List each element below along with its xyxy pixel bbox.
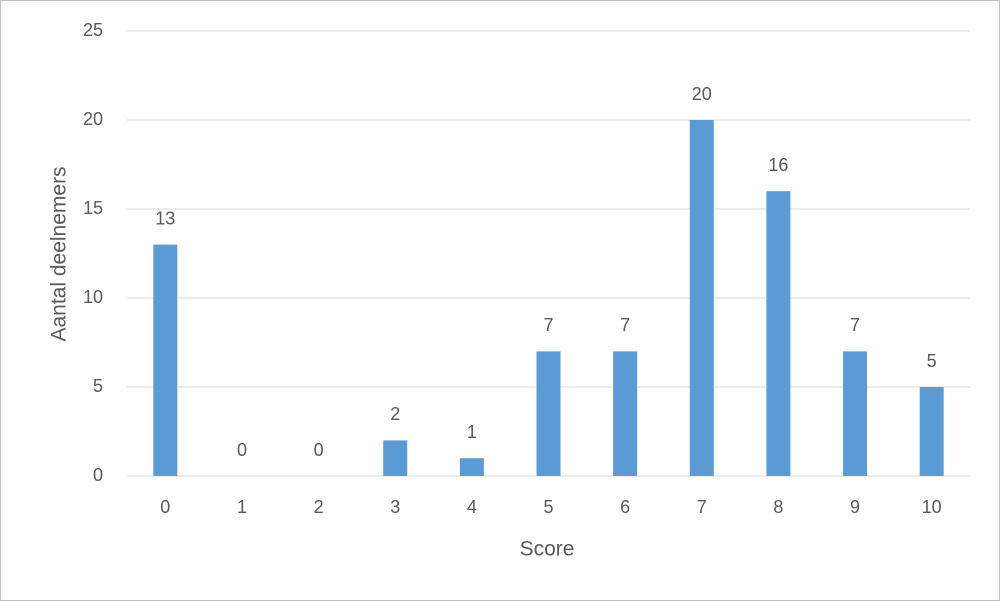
data-label: 7 bbox=[850, 315, 860, 335]
bar bbox=[843, 351, 868, 476]
bar bbox=[459, 458, 484, 476]
y-axis-label: Aantal deelnemers bbox=[48, 166, 71, 341]
bar bbox=[689, 120, 714, 476]
data-label: 2 bbox=[390, 404, 400, 424]
bar bbox=[766, 191, 791, 476]
y-tick-label: 25 bbox=[83, 20, 103, 40]
y-tick-label: 5 bbox=[93, 376, 103, 396]
data-label: 20 bbox=[692, 84, 712, 104]
x-tick-label: 2 bbox=[314, 497, 324, 517]
x-tick-label: 0 bbox=[160, 497, 170, 517]
x-axis-label: Score bbox=[520, 538, 575, 561]
bar bbox=[919, 387, 944, 476]
y-tick-label: 20 bbox=[83, 109, 103, 129]
x-tick-label: 7 bbox=[697, 497, 707, 517]
x-tick-label: 4 bbox=[467, 497, 477, 517]
data-label: 5 bbox=[927, 351, 937, 371]
data-label: 7 bbox=[620, 315, 630, 335]
x-tick-label: 1 bbox=[237, 497, 247, 517]
data-label: 0 bbox=[237, 440, 247, 460]
data-label: 16 bbox=[768, 155, 788, 175]
bar bbox=[383, 440, 408, 476]
x-tick-label: 8 bbox=[773, 497, 783, 517]
data-label: 1 bbox=[467, 422, 477, 442]
bar bbox=[153, 244, 178, 476]
bar bbox=[613, 351, 638, 476]
x-tick-label: 10 bbox=[922, 497, 942, 517]
data-label: 7 bbox=[543, 315, 553, 335]
y-tick-label: 10 bbox=[83, 287, 103, 307]
y-tick-label: 15 bbox=[83, 198, 103, 218]
x-tick-label: 5 bbox=[543, 497, 553, 517]
data-label: 0 bbox=[314, 440, 324, 460]
x-tick-label: 6 bbox=[620, 497, 630, 517]
data-label: 13 bbox=[155, 208, 175, 228]
bar bbox=[536, 351, 561, 476]
x-tick-label: 9 bbox=[850, 497, 860, 517]
y-tick-label: 0 bbox=[93, 465, 103, 485]
x-tick-label: 3 bbox=[390, 497, 400, 517]
